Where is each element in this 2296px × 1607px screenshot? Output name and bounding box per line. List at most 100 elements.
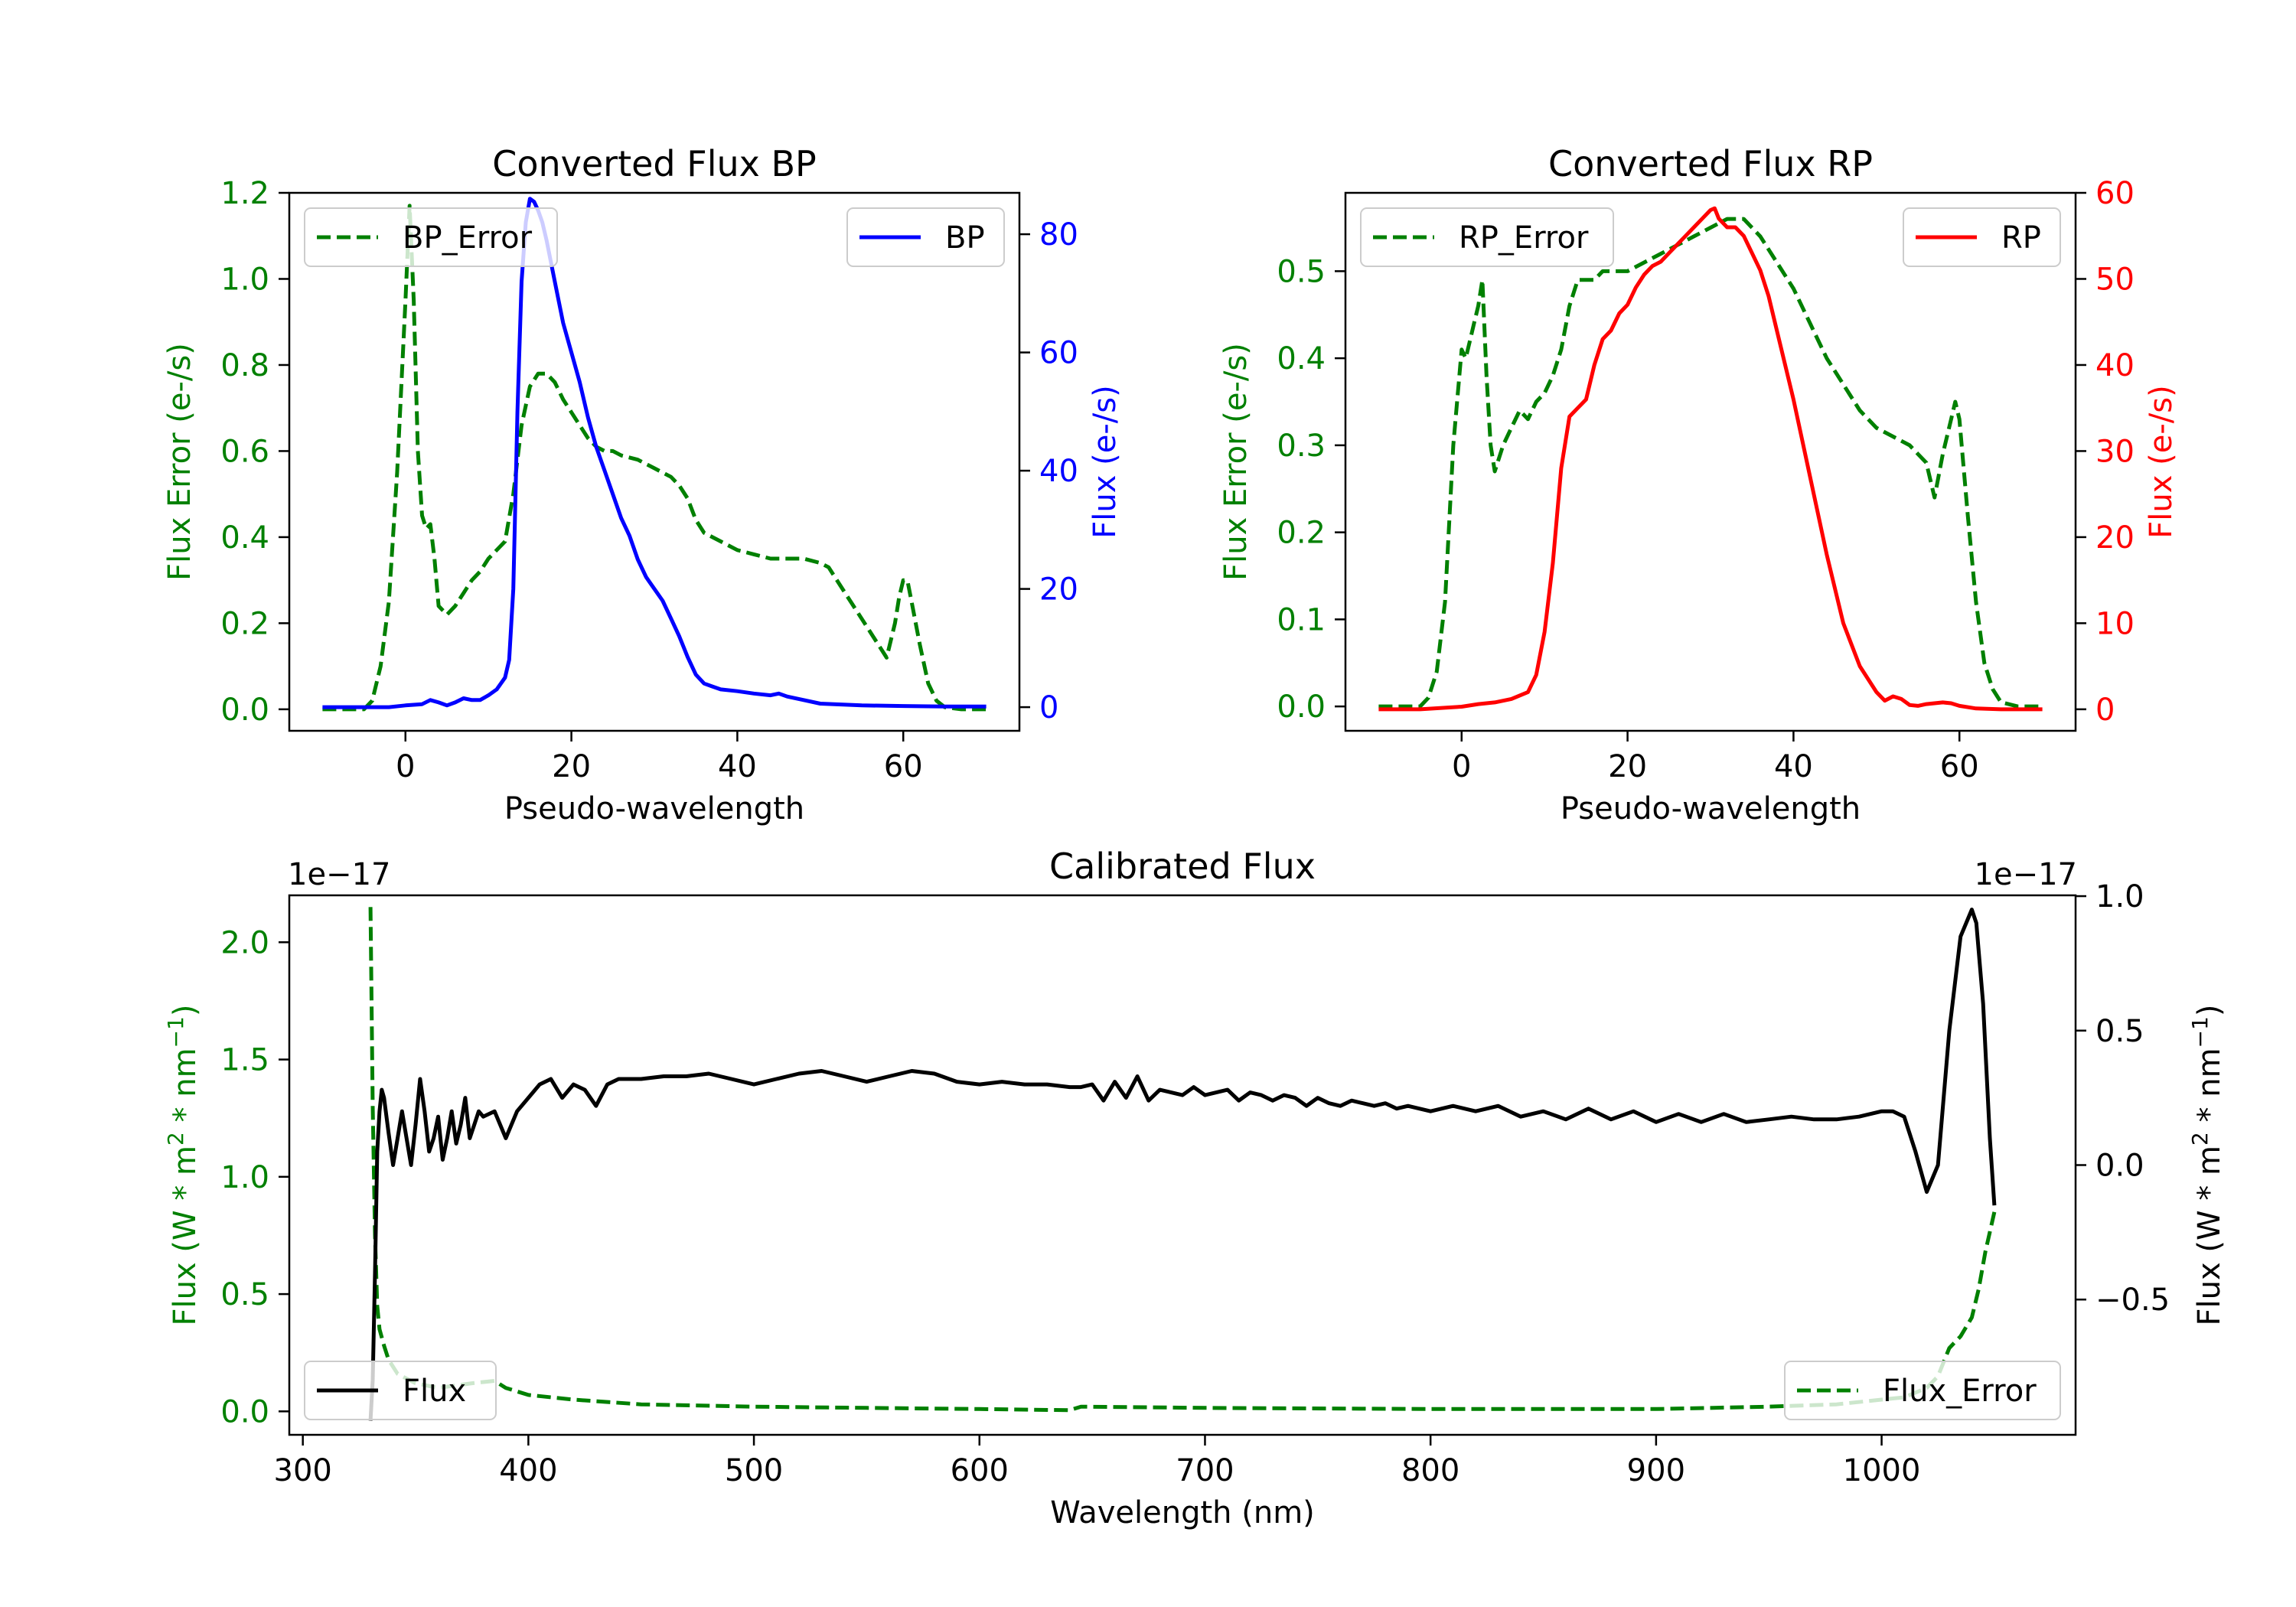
y-label-superscript: 2 [2187,1132,2213,1146]
series-line-flux [368,908,1997,1421]
x-axis-label: Pseudo-wavelength [504,791,804,826]
chart-title: Converted Flux RP [1548,143,1873,184]
y-left-tick-label: 0.4 [1277,341,1326,376]
y-label-part: * nm [2192,1048,2227,1132]
y-right-tick-label: 50 [2095,262,2135,297]
y-right-tick-label: 20 [2095,520,2135,556]
y-left-tick-label: 0.0 [220,693,269,728]
x-tick-label: 20 [1608,749,1647,784]
y-right-tick-label: −0.5 [2095,1283,2170,1318]
legend-box [304,1361,497,1420]
y-right-tick-label: 60 [1039,336,1078,371]
y-right-tick-label: 40 [1039,454,1078,489]
x-tick-label: 600 [951,1453,1009,1488]
y-right-tick-label: 40 [2095,348,2135,383]
x-tick-label: 900 [1627,1453,1685,1488]
plot-frame [288,191,1021,732]
y-right-tick-label: 60 [2095,176,2135,211]
y-right-axis-label: Flux (e-/s) [2144,385,2179,538]
legend-label-flux: BP [945,220,985,256]
y-left-tick-label: 0.0 [1277,689,1326,725]
plot-frame [1344,191,2077,732]
y-right-tick-label: 80 [1039,217,1078,253]
y-label-superscript: 2 [163,1132,188,1146]
y-left-tick-label: 0.5 [220,1277,269,1312]
x-tick-label: 60 [884,749,923,784]
y-left-tick-label: 0.1 [1277,602,1326,637]
y-left-tick-label: 1.5 [220,1043,269,1078]
y-left-tick-label: 0.8 [220,348,269,383]
series-group [322,197,987,712]
series-line-bp [322,197,987,709]
legend-box [304,207,558,267]
chart-title: Converted Flux BP [492,143,817,184]
legend-box [1903,207,2061,267]
y-left-offset-text: 1e−17 [288,857,390,892]
x-tick-label: 40 [718,749,757,784]
y-right-tick-label: 1.0 [2095,879,2144,914]
y-label-part: Flux (W * m [168,1146,203,1325]
y-left-tick-label: 0.2 [220,606,269,641]
y-label-part: ) [168,1005,203,1017]
legend-label-error: RP_Error [1459,220,1589,256]
y-label-part: ) [2192,1005,2227,1017]
y-left-tick-label: 0.6 [220,434,269,469]
x-tick-label: 0 [1452,749,1471,784]
y-left-tick-label: 1.2 [220,176,269,211]
y-right-tick-label: 0.0 [2095,1149,2144,1184]
x-tick-label: 800 [1401,1453,1459,1488]
y-left-tick-label: 0.0 [220,1394,269,1429]
x-tick-label: 60 [1940,749,1979,784]
series-group [1378,206,2043,712]
y-right-tick-label: 10 [2095,606,2135,641]
x-axis-label: Pseudo-wavelength [1561,791,1861,826]
x-tick-label: 700 [1176,1453,1234,1488]
y-label-part: * nm [168,1048,203,1132]
y-right-tick-label: 20 [1039,572,1078,608]
legend-label-flux-error: Flux_Error [1883,1374,2037,1409]
y-left-tick-label: 0.5 [1277,254,1326,289]
legend-label-error: BP_Error [403,220,533,256]
series-line-rp [1378,206,2043,712]
y-left-tick-label: 1.0 [220,1160,269,1195]
series-line-bp-error [322,204,987,712]
panel-converted-flux-rp: 0 20 40 60 0.0 0.1 0.2 0.3 0.4 0.5 0 10 20 30 40 50 60 Co… [1218,143,2179,826]
x-tick-label: 20 [552,749,591,784]
x-tick-label: 1000 [1843,1453,1921,1488]
series-line-rp-error [1378,217,2043,709]
legend-box [1360,207,1614,267]
y-left-axis-label: Flux (W * m2 * nm−1) [163,1005,204,1326]
y-right-tick-label: 30 [2095,434,2135,469]
x-axis-label: Wavelength (nm) [1050,1495,1315,1530]
y-left-tick-label: 0.2 [1277,516,1326,551]
x-tick-label: 0 [396,749,415,784]
y-left-axis-label: Flux Error (e-/s) [1218,343,1254,581]
x-tick-label: 500 [725,1453,783,1488]
y-right-tick-label: 0.5 [2095,1014,2144,1049]
y-right-axis-label: Flux (W * m2 * nm−1) [2187,1005,2228,1326]
panel-converted-flux-bp: 0 20 40 60 0.0 0.2 0.4 0.6 0.8 1.0 1.2 0 20 40 60 80 Con… [162,143,1123,826]
y-right-offset-text: 1e−17 [1975,857,2077,892]
x-tick-label: 400 [499,1453,557,1488]
y-label-superscript: −1 [163,1016,188,1048]
y-right-axis-label: Flux (e-/s) [1088,385,1123,538]
y-label-superscript: −1 [2187,1016,2213,1048]
y-label-part: Flux (W * m [2192,1146,2227,1325]
y-right-tick-label: 0 [1039,690,1058,725]
legend-box [846,207,1005,267]
legend-label-flux: RP [2001,220,2041,256]
x-tick-label: 300 [274,1453,332,1488]
panel-calibrated-flux: 300 400 500 600 700 800 900 1000 0.0 0.5 1.0 1.5 2.0… [163,846,2228,1530]
legend-label-flux: Flux [403,1374,466,1409]
y-right-tick-label: 0 [2095,693,2115,728]
y-left-tick-label: 0.4 [220,520,269,556]
y-left-tick-label: 0.3 [1277,429,1326,464]
y-left-tick-label: 2.0 [220,925,269,960]
chart-title: Calibrated Flux [1049,846,1316,887]
y-left-tick-label: 1.0 [220,262,269,297]
y-left-axis-label: Flux Error (e-/s) [162,343,197,581]
legend-box [1784,1361,2061,1420]
x-tick-label: 40 [1774,749,1813,784]
